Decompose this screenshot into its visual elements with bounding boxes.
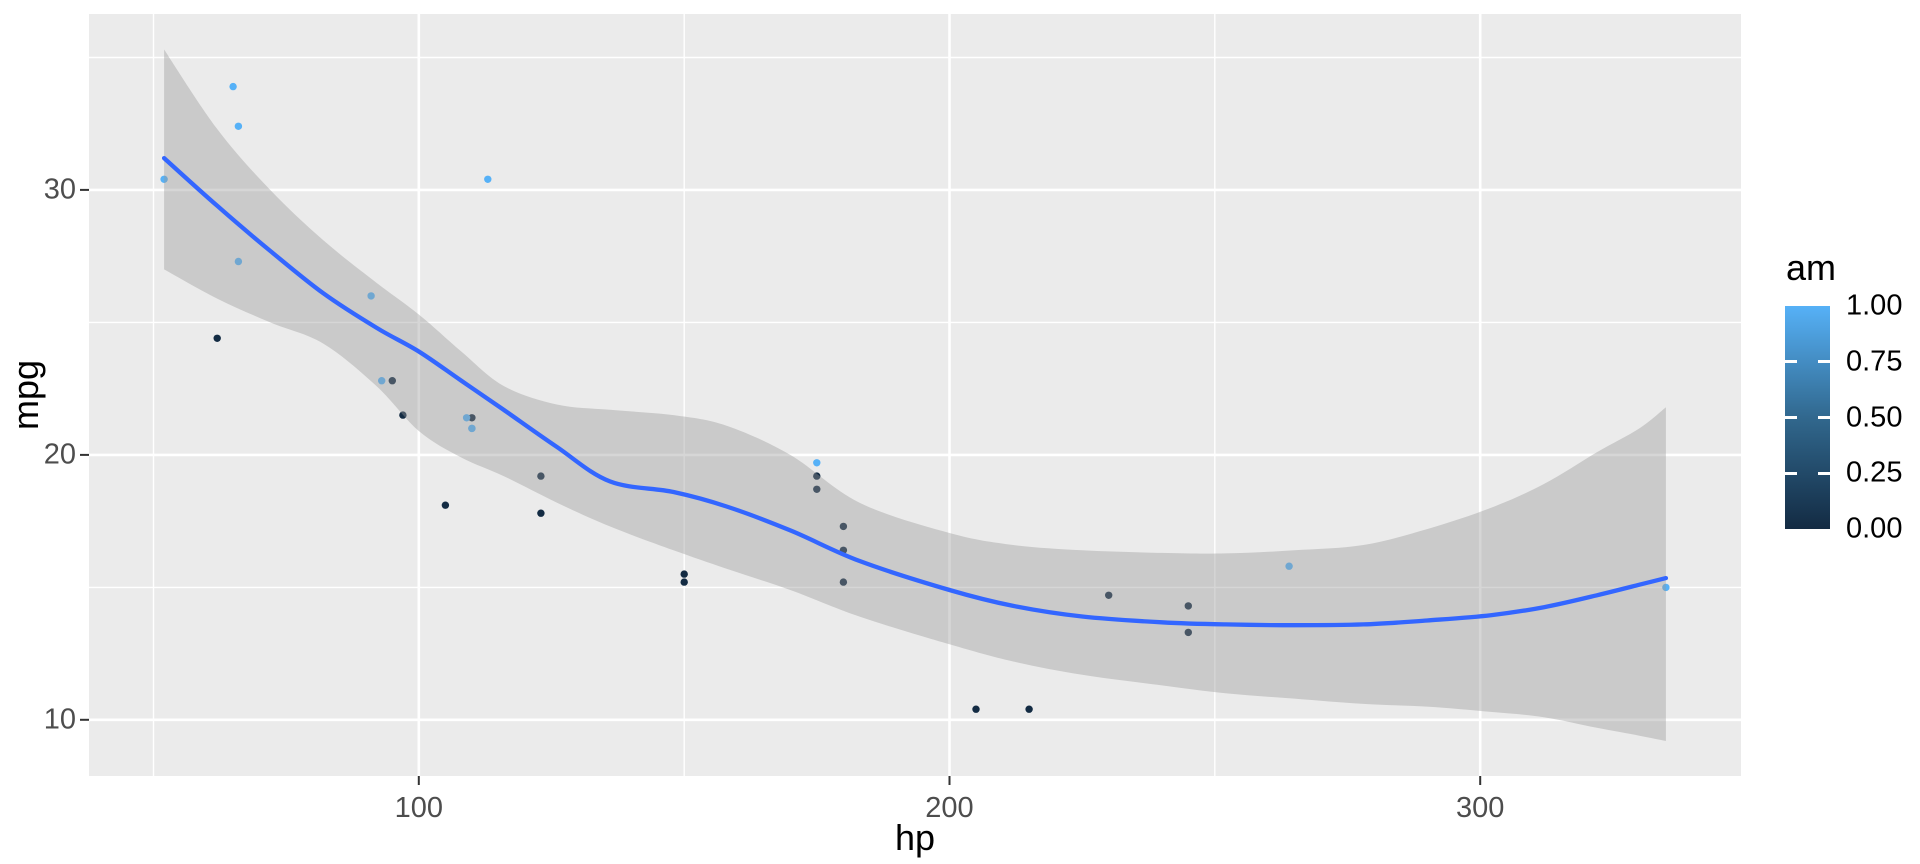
data-point [537,509,545,517]
data-point [1025,705,1033,713]
colorbar-tick-mark [1785,471,1797,475]
axis-tick-marks [80,188,1482,785]
data-point [399,411,407,419]
data-point [680,570,688,578]
data-point [378,377,386,385]
y-axis-title: mpg [5,359,46,431]
x-axis-title: hp [894,817,936,858]
legend: am 1.00 0.75 0.50 0.25 0.00 [1783,250,1920,560]
data-point [537,472,545,480]
data-point [813,472,821,480]
legend-title: am [1786,247,1837,288]
y-tick-label: 10 [43,703,76,736]
data-point [229,82,237,91]
data-point [972,705,980,713]
data-point [468,414,476,422]
data-point [1184,628,1193,637]
data-point [1184,602,1193,610]
x-tick-label: 200 [925,792,974,824]
y-tick-label: 30 [43,173,76,206]
y-tick-label: 20 [43,438,76,471]
data-point [484,175,492,183]
data-point [462,414,471,422]
panel-background [89,14,1741,776]
data-point [813,485,821,493]
x-tick-label: 100 [394,792,444,824]
data-point [441,501,450,509]
scatter-points [160,82,1670,713]
data-point [813,459,821,467]
legend-tick-label: 0.25 [1846,456,1903,489]
legend-tick-label: 0.00 [1846,512,1903,545]
legend-tick-label: 0.75 [1846,345,1903,378]
colorbar-tick-mark [1818,416,1830,419]
legend-tick-label: 0.50 [1846,401,1903,433]
data-point [468,424,476,433]
legend-tick-label: 1.00 [1846,289,1903,322]
data-point [213,334,221,342]
data-point [1662,583,1670,592]
gridlines [89,14,1741,776]
colorbar-tick-mark [1818,360,1830,364]
data-point [234,257,243,266]
colorbar-tick-mark [1785,416,1797,419]
data-point [1105,591,1113,599]
smooth-loess-line [161,155,1669,628]
colorbar-tick-mark [1818,471,1830,475]
data-point [839,578,848,586]
data-point [1285,562,1293,570]
colorbar-tick-mark [1785,360,1797,364]
data-point [160,175,168,183]
x-tick-label: 300 [1455,792,1505,824]
data-point [234,122,243,130]
data-point [839,522,848,531]
data-point [388,377,396,385]
data-point [367,292,375,300]
data-point [680,578,688,586]
smooth-confidence-ribbon [164,49,1666,741]
legend-colorbar [1785,306,1830,529]
